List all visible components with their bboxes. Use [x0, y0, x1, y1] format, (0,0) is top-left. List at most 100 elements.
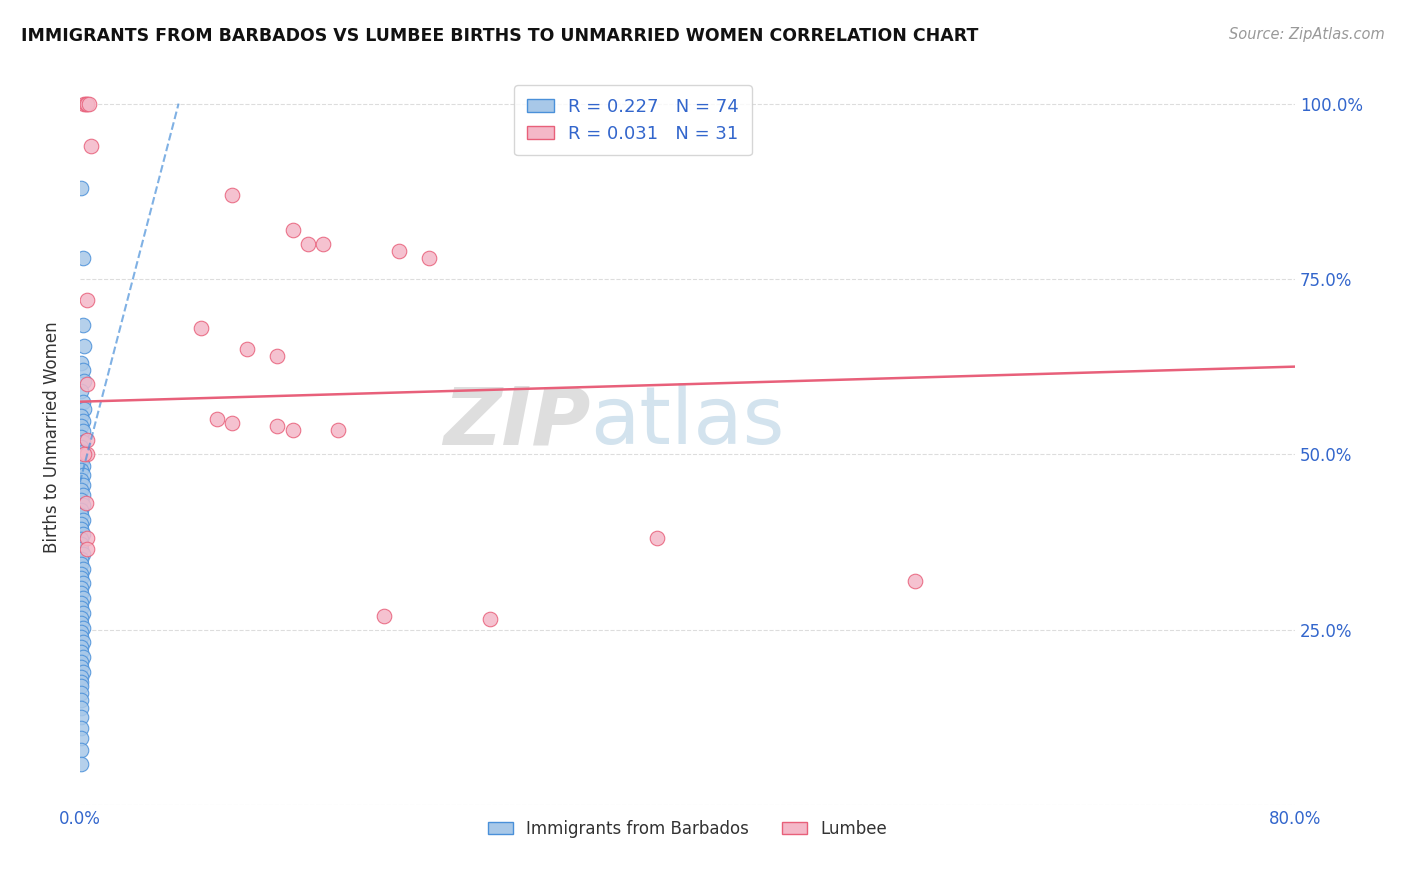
Point [190, 321, 212, 335]
Point [70, 631, 93, 645]
Point [70, 430, 93, 444]
Point [72, 512, 94, 526]
Point [281, 423, 304, 437]
Point [70, 674, 93, 689]
Point [72, 251, 94, 265]
Point [70, 409, 93, 423]
Point [70, 502, 93, 516]
Point [266, 349, 288, 363]
Point [72, 414, 94, 428]
Point [70, 483, 93, 497]
Point [70, 571, 93, 585]
Point [373, 608, 395, 623]
Point [70, 522, 93, 536]
Legend: Immigrants from Barbados, Lumbee: Immigrants from Barbados, Lumbee [481, 814, 894, 845]
Point [76, 96, 98, 111]
Point [70, 581, 93, 595]
Text: ZIP: ZIP [443, 383, 591, 461]
Point [70, 611, 93, 625]
Point [72, 576, 94, 591]
Point [70, 517, 93, 532]
Point [72, 468, 94, 483]
Point [76, 532, 98, 546]
Point [70, 670, 93, 684]
Point [70, 680, 93, 694]
Point [478, 612, 501, 626]
Point [70, 586, 93, 600]
Point [72, 445, 94, 459]
Point [904, 574, 927, 588]
Point [205, 412, 228, 426]
Point [70, 660, 93, 674]
Point [73, 374, 96, 388]
Point [72, 363, 94, 377]
Point [645, 532, 668, 546]
Point [236, 342, 259, 356]
Point [72, 606, 94, 620]
Point [70, 440, 93, 454]
Point [70, 356, 93, 370]
Point [72, 561, 94, 575]
Point [72, 488, 94, 502]
Point [221, 416, 243, 430]
Point [72, 459, 94, 474]
Point [72, 527, 94, 541]
Point [72, 498, 94, 512]
Point [70, 180, 93, 194]
Point [70, 625, 93, 640]
Point [70, 615, 93, 630]
Point [70, 693, 93, 707]
Point [72, 665, 94, 679]
Point [70, 743, 93, 757]
Point [266, 419, 288, 434]
Point [75, 96, 97, 111]
Point [79, 138, 101, 153]
Point [70, 537, 93, 551]
Point [72, 394, 94, 409]
Point [70, 541, 93, 556]
Point [70, 686, 93, 700]
Point [70, 645, 93, 659]
Point [72, 650, 94, 665]
Point [73, 338, 96, 352]
Point [72, 435, 94, 450]
Point [70, 508, 93, 522]
Text: atlas: atlas [591, 383, 785, 461]
Point [70, 601, 93, 615]
Point [70, 721, 93, 735]
Point [388, 244, 411, 258]
Point [70, 492, 93, 507]
Point [72, 318, 94, 332]
Point [70, 757, 93, 772]
Point [70, 419, 93, 434]
Point [77, 96, 100, 111]
Point [72, 621, 94, 635]
Point [72, 424, 94, 438]
Point [72, 478, 94, 492]
Point [326, 423, 349, 437]
Point [73, 401, 96, 416]
Point [70, 551, 93, 566]
Point [312, 236, 335, 251]
Point [70, 655, 93, 669]
Point [72, 547, 94, 561]
Point [72, 635, 94, 649]
Point [70, 473, 93, 487]
Point [418, 251, 440, 265]
Point [70, 384, 93, 399]
Point [76, 447, 98, 461]
Point [76, 434, 98, 448]
Point [70, 454, 93, 468]
Text: Source: ZipAtlas.com: Source: ZipAtlas.com [1229, 27, 1385, 42]
Point [70, 640, 93, 655]
Point [70, 557, 93, 571]
Point [76, 377, 98, 392]
Point [72, 591, 94, 606]
Point [70, 450, 93, 464]
Point [73, 96, 96, 111]
Point [70, 596, 93, 610]
Point [70, 566, 93, 581]
Point [76, 293, 98, 307]
Point [281, 223, 304, 237]
Point [73, 447, 96, 461]
